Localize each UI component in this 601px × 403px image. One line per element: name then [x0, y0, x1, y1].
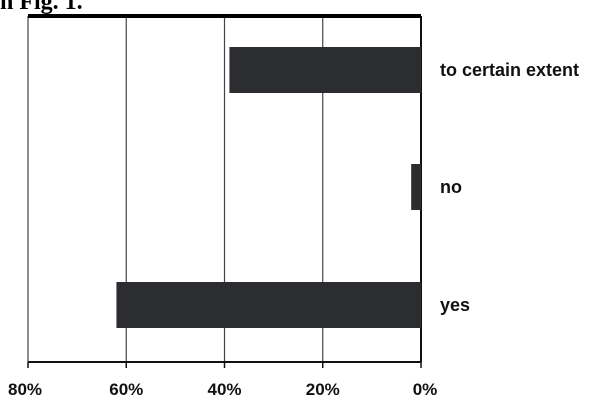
tick-label-40: 40% — [207, 380, 241, 399]
figure-caption: n Fig. 1. — [0, 0, 83, 15]
category-labels: to certain extent no yes — [440, 60, 579, 315]
category-label-no: no — [440, 177, 462, 197]
bar-no — [411, 164, 421, 210]
bar-yes — [116, 282, 422, 328]
tick-label-80: 80% — [8, 380, 42, 399]
category-label-yes: yes — [440, 295, 470, 315]
bar-to-certain-extent — [229, 47, 421, 93]
x-axis-ticks: 80% 60% 40% 20% 0% — [8, 362, 437, 399]
tick-label-60: 60% — [109, 380, 143, 399]
tick-label-20: 20% — [306, 380, 340, 399]
category-label-to-certain-extent: to certain extent — [440, 60, 579, 80]
tick-label-0: 0% — [413, 380, 438, 399]
bars — [116, 47, 422, 328]
